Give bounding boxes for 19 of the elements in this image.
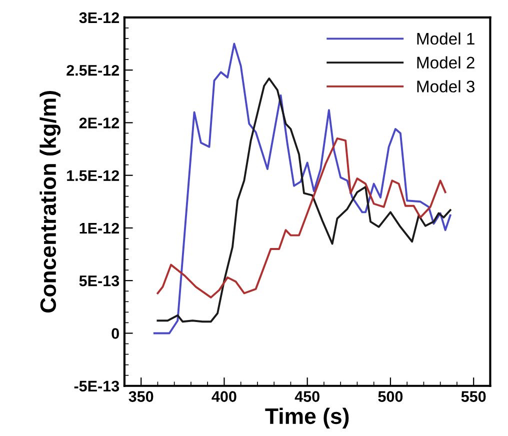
y-tick-label: 3E-12 [79,12,119,24]
y-tick-label: -5E-13 [74,380,120,392]
x-tick-label: 350 [128,391,154,402]
x-axis-title: Time (s) [265,408,349,428]
legend-label: Model 2 [417,56,474,69]
legend-label: Model 3 [417,80,474,92]
y-axis-title: Concentration (kg/m) [40,91,61,312]
y-tick-label: 2.5E-12 [66,64,119,76]
x-tick-label: 400 [212,391,236,402]
line-series [156,138,446,298]
legend-label: Model 1 [417,32,474,45]
x-tick-label: 500 [378,391,403,402]
x-tick-label: 550 [461,391,486,402]
x-tick-label: 450 [294,391,320,402]
y-tick-label: 2E-12 [79,118,119,128]
y-tick-label: 5E-13 [79,275,120,286]
y-tick-label: 1E-12 [80,222,119,234]
y-tick-label: 0 [112,328,119,339]
y-tick-label: 1.5E-12 [67,170,119,182]
